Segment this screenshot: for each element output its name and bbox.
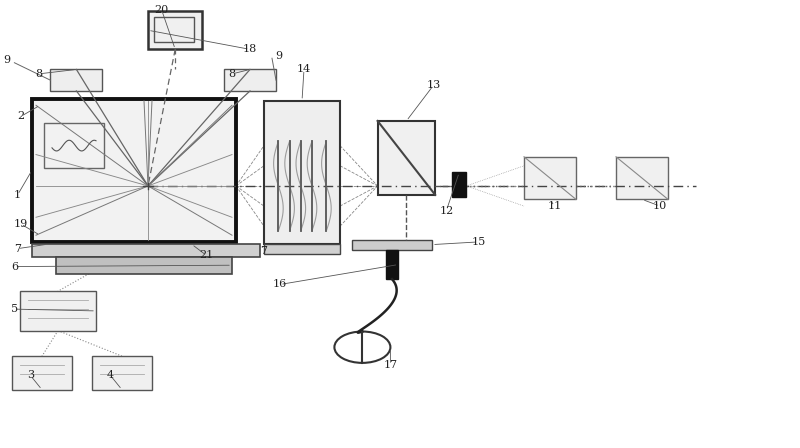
FancyBboxPatch shape [32,99,236,242]
Text: 12: 12 [439,206,454,215]
FancyBboxPatch shape [148,11,202,49]
FancyBboxPatch shape [452,172,466,197]
Text: 13: 13 [426,80,441,90]
Text: 21: 21 [199,250,214,260]
FancyBboxPatch shape [524,157,576,199]
Text: 7: 7 [261,246,267,256]
Text: 1: 1 [14,190,21,200]
FancyBboxPatch shape [56,257,232,274]
Text: 2: 2 [18,112,24,121]
Text: 9: 9 [3,56,10,65]
FancyBboxPatch shape [264,244,340,254]
Text: 4: 4 [107,370,114,380]
FancyBboxPatch shape [264,101,340,244]
FancyBboxPatch shape [352,240,432,250]
Text: 18: 18 [242,44,257,54]
FancyBboxPatch shape [224,69,276,91]
FancyBboxPatch shape [378,121,435,195]
Text: 7: 7 [14,244,21,254]
Text: 8: 8 [35,69,42,79]
Text: 5: 5 [11,304,18,314]
Text: 16: 16 [273,280,287,289]
Text: 6: 6 [11,262,18,271]
Text: 19: 19 [14,219,28,229]
FancyBboxPatch shape [50,69,102,91]
FancyBboxPatch shape [616,157,668,199]
Text: 11: 11 [547,201,562,211]
Text: 20: 20 [154,5,169,15]
Text: 9: 9 [275,51,282,61]
Text: 17: 17 [383,360,398,370]
Text: 3: 3 [27,370,34,380]
FancyBboxPatch shape [92,356,152,390]
FancyBboxPatch shape [20,291,96,331]
Text: 15: 15 [471,237,486,247]
Text: 10: 10 [653,201,667,211]
FancyBboxPatch shape [386,250,398,279]
FancyBboxPatch shape [32,244,260,257]
Text: 8: 8 [229,69,235,79]
Text: 14: 14 [297,65,311,74]
FancyBboxPatch shape [12,356,72,390]
